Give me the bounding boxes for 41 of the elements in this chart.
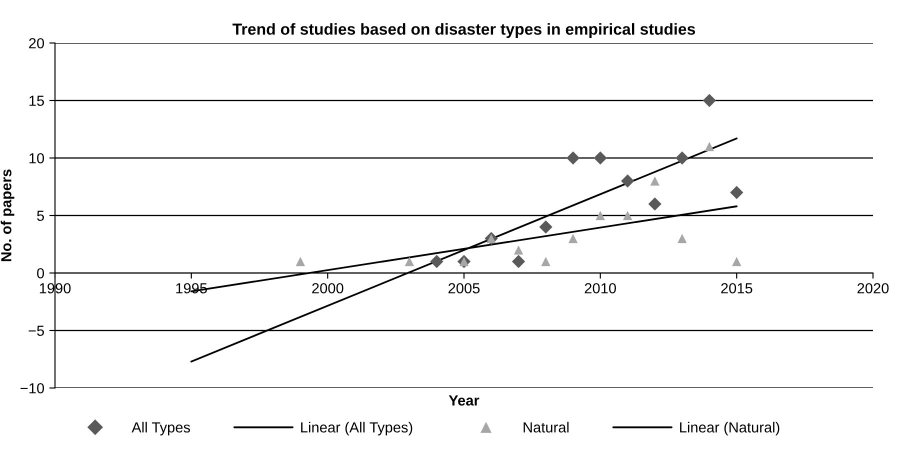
legend-label: Linear (Natural) (680, 422, 780, 436)
y-tick-label: 15 (29, 96, 44, 106)
point (596, 210, 605, 220)
point (512, 254, 526, 268)
point (514, 245, 524, 255)
point (702, 94, 716, 108)
x-tick-label: 2020 (858, 283, 889, 294)
y-tick-label: 0 (37, 268, 44, 278)
point (622, 210, 632, 220)
point (568, 234, 578, 244)
x-tick-label: 1995 (176, 283, 207, 294)
point (650, 176, 660, 186)
point (732, 256, 742, 266)
point (296, 256, 306, 266)
y-tick-label: −5 (28, 326, 44, 336)
legend-label: Natural (524, 422, 569, 433)
legend-label: Linear (All Types) (301, 422, 412, 436)
y-tick-label: 10 (29, 153, 44, 164)
point (430, 254, 444, 268)
point (594, 151, 607, 165)
point (566, 151, 580, 165)
point (648, 197, 662, 211)
y-tick-label: 20 (29, 38, 44, 48)
y-tick-label: 5 (37, 210, 44, 221)
x-tick-label: 2005 (448, 283, 480, 294)
point (541, 256, 550, 266)
point (730, 186, 744, 200)
point (704, 142, 714, 152)
x-tick-label: 2015 (721, 283, 752, 294)
point (676, 151, 689, 165)
point (404, 256, 414, 266)
x-tick-label: 2000 (312, 283, 344, 294)
y-tick-label: −10 (20, 383, 44, 394)
point (621, 174, 634, 188)
chart-title: Trend of studies based on disaster types in empirical studies (232, 23, 696, 38)
x-axis-title: Year (448, 395, 480, 406)
point (677, 234, 687, 244)
y-axis-title: No. of papers (0, 170, 14, 262)
point (539, 220, 552, 234)
legend-label: All Types (132, 422, 190, 436)
x-tick-label: 2010 (584, 283, 616, 294)
